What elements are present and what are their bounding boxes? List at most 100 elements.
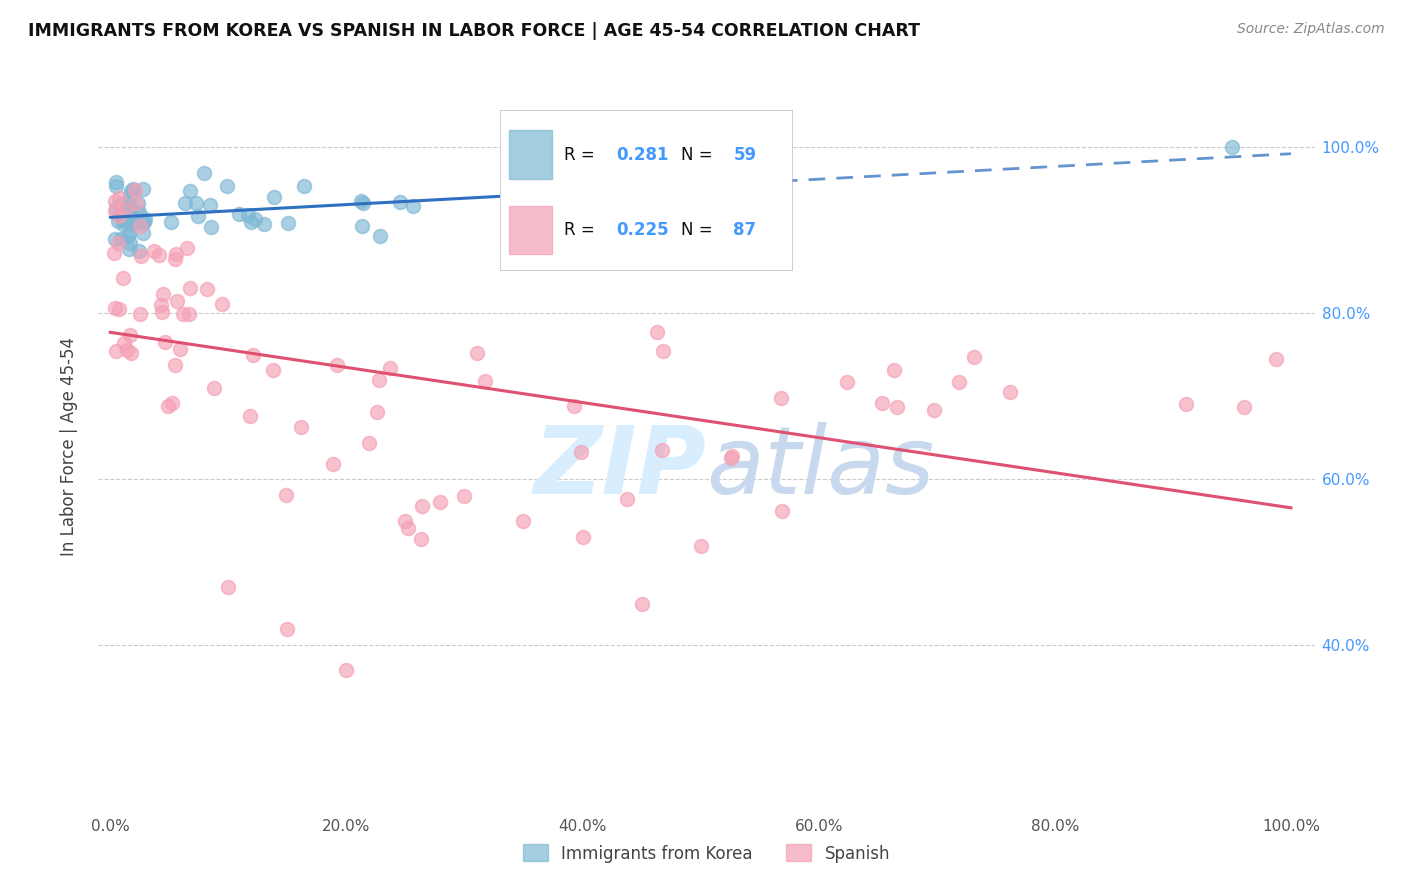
- Point: [128, 205, 150, 219]
- Text: ZIP: ZIP: [534, 422, 707, 514]
- Point: [110, 208, 132, 222]
- Point: [228, 207, 250, 221]
- Point: [114, 202, 136, 217]
- Point: [111, 211, 134, 226]
- Point: [128, 307, 150, 321]
- Point: [616, 491, 638, 506]
- Point: [652, 343, 675, 358]
- Point: [124, 213, 146, 227]
- Point: [143, 244, 166, 258]
- Point: [1232, 401, 1254, 415]
- Point: [129, 249, 152, 263]
- Point: [200, 219, 222, 234]
- Point: [128, 244, 150, 259]
- Point: [236, 208, 259, 222]
- Point: [166, 293, 188, 308]
- Point: [835, 375, 858, 389]
- Point: [394, 514, 416, 528]
- Point: [253, 217, 276, 231]
- Point: [111, 217, 134, 231]
- Point: [124, 217, 146, 231]
- Point: [350, 194, 373, 209]
- Point: [122, 182, 145, 196]
- Text: Source: ZipAtlas.com: Source: ZipAtlas.com: [1237, 22, 1385, 37]
- Point: [720, 451, 742, 466]
- Point: [132, 215, 155, 229]
- Point: [120, 215, 142, 229]
- Point: [110, 232, 132, 246]
- Point: [105, 201, 128, 215]
- Text: atlas: atlas: [707, 423, 935, 514]
- Point: [292, 178, 315, 193]
- Point: [564, 400, 586, 414]
- Point: [326, 358, 349, 372]
- Point: [239, 409, 262, 423]
- Point: [125, 196, 148, 211]
- Point: [411, 499, 433, 513]
- Point: [396, 521, 419, 535]
- Point: [176, 241, 198, 255]
- Point: [948, 376, 970, 390]
- Point: [963, 350, 986, 364]
- Point: [630, 597, 652, 611]
- Point: [108, 210, 131, 224]
- Point: [689, 539, 711, 553]
- Point: [429, 495, 451, 509]
- Point: [411, 533, 433, 547]
- Point: [127, 196, 149, 211]
- Point: [187, 210, 209, 224]
- Point: [103, 232, 125, 246]
- Point: [118, 243, 141, 257]
- Point: [115, 211, 138, 226]
- Point: [160, 215, 183, 229]
- Point: [883, 363, 905, 377]
- Point: [352, 196, 374, 211]
- Point: [114, 202, 136, 217]
- Point: [132, 226, 155, 240]
- Y-axis label: In Labor Force | Age 45-54: In Labor Force | Age 45-54: [59, 336, 77, 556]
- Legend: Immigrants from Korea, Spanish: Immigrants from Korea, Spanish: [516, 838, 897, 869]
- Point: [107, 302, 129, 317]
- Point: [177, 307, 200, 321]
- Point: [998, 384, 1021, 399]
- Point: [160, 395, 183, 409]
- Point: [571, 530, 593, 544]
- Point: [118, 194, 141, 208]
- Point: [150, 305, 173, 319]
- Point: [124, 183, 146, 197]
- Point: [112, 335, 135, 350]
- Point: [651, 442, 673, 457]
- Point: [770, 391, 793, 405]
- Point: [770, 504, 793, 518]
- Point: [368, 229, 391, 244]
- Point: [118, 188, 141, 202]
- Point: [128, 219, 150, 234]
- Point: [322, 458, 344, 472]
- Point: [173, 196, 195, 211]
- Point: [153, 335, 176, 350]
- Point: [352, 219, 374, 234]
- Point: [357, 436, 380, 450]
- Point: [104, 343, 127, 358]
- Point: [720, 450, 742, 464]
- Point: [402, 199, 425, 213]
- Point: [198, 197, 221, 211]
- Point: [108, 191, 131, 205]
- Text: IMMIGRANTS FROM KOREA VS SPANISH IN LABOR FORCE | AGE 45-54 CORRELATION CHART: IMMIGRANTS FROM KOREA VS SPANISH IN LABO…: [28, 22, 920, 40]
- Point: [107, 235, 129, 250]
- Point: [117, 229, 139, 244]
- Point: [886, 400, 908, 414]
- Point: [169, 342, 191, 356]
- Point: [114, 213, 136, 227]
- Point: [120, 203, 142, 218]
- Point: [152, 287, 174, 301]
- Point: [1220, 140, 1243, 154]
- Point: [239, 215, 262, 229]
- Point: [148, 248, 170, 262]
- Point: [104, 203, 127, 218]
- Point: [277, 216, 299, 230]
- Point: [195, 282, 218, 296]
- Point: [125, 205, 148, 219]
- Point: [172, 307, 194, 321]
- Point: [193, 166, 215, 180]
